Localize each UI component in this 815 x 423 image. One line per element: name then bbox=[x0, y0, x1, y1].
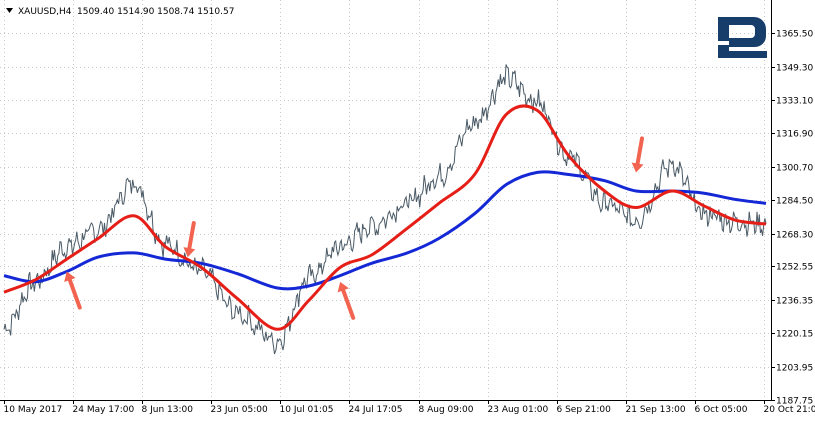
y-tick-label: 1236.35 bbox=[776, 297, 813, 307]
x-tick-label: 10 May 2017 bbox=[4, 405, 63, 415]
y-tick-label: 1268.30 bbox=[776, 231, 813, 241]
price-series-line bbox=[4, 65, 766, 354]
y-tick-label: 1333.10 bbox=[776, 97, 813, 107]
plot-area bbox=[4, 65, 766, 354]
x-tick-label: 8 Jun 13:00 bbox=[142, 405, 194, 415]
ohlc-values: 1509.40 1514.90 1508.74 1510.57 bbox=[77, 7, 234, 17]
fast-moving-average-line bbox=[4, 106, 766, 329]
slow-moving-average-line bbox=[4, 172, 766, 289]
x-tick-label: 23 Aug 01:00 bbox=[488, 405, 549, 415]
arrow-up-icon bbox=[64, 272, 80, 308]
x-tick-label: 24 Jul 17:05 bbox=[349, 405, 403, 415]
x-tick-label: 6 Oct 05:00 bbox=[695, 405, 748, 415]
x-tick-label: 23 Jun 05:00 bbox=[211, 405, 268, 415]
x-tick-label: 21 Sep 13:00 bbox=[626, 405, 686, 415]
chart-header: XAUUSD,H4 1509.40 1514.90 1508.74 1510.5… bbox=[6, 7, 234, 17]
y-tick-label: 1203.95 bbox=[776, 364, 813, 374]
y-tick-label: 1220.15 bbox=[776, 330, 813, 340]
x-tick-label: 6 Sep 21:00 bbox=[557, 405, 612, 415]
arrow-down-icon bbox=[632, 138, 644, 172]
y-tick-label: 1316.90 bbox=[776, 130, 813, 140]
x-tick-label: 10 Jul 01:05 bbox=[280, 405, 334, 415]
triangle-down-icon bbox=[6, 8, 13, 13]
y-tick-label: 1284.50 bbox=[776, 197, 813, 207]
symbol-label: XAUUSD,H4 bbox=[18, 7, 72, 17]
x-tick-label: 8 Aug 09:00 bbox=[419, 405, 474, 415]
y-tick-label: 1300.70 bbox=[776, 164, 813, 174]
roboforex-r-logo bbox=[718, 17, 767, 58]
arrow-down-icon bbox=[183, 223, 195, 257]
y-tick-label: 1252.55 bbox=[776, 263, 813, 273]
price-axis: 1365.50 1349.30 1333.10 1316.90 1300.70 1284.… bbox=[771, 30, 813, 407]
arrow-up-icon bbox=[338, 282, 354, 318]
x-tick-label: 20 Oct 21:00 bbox=[764, 405, 815, 415]
time-axis: 10 May 2017 24 May 17:00 8 Jun 13:00 23 Jun… bbox=[4, 400, 815, 415]
y-tick-label: 1365.50 bbox=[776, 30, 813, 40]
y-tick-label: 1349.30 bbox=[776, 64, 813, 74]
x-tick-label: 24 May 17:00 bbox=[73, 405, 135, 415]
chart-frame bbox=[0, 0, 772, 401]
